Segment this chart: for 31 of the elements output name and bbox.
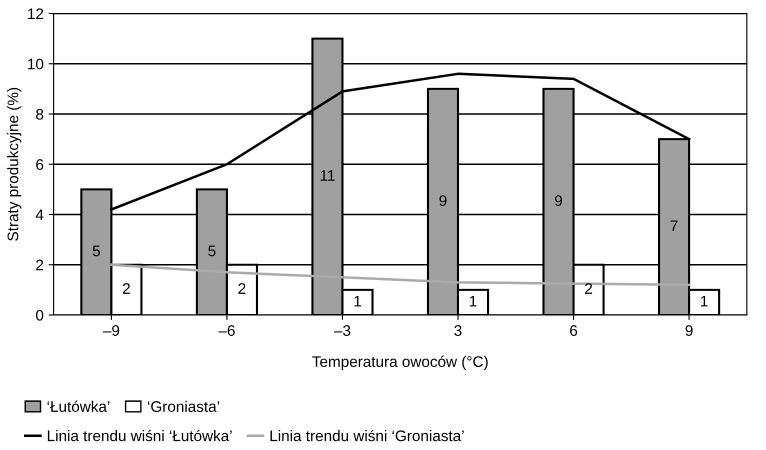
x-axis-title: Temperatura owoców (°C) (312, 356, 488, 370)
x-tick-label: 9 (686, 325, 693, 336)
y-tick-label: 12 (28, 8, 44, 20)
y-tick-label: 4 (36, 210, 44, 220)
y-axis-title: Straty produkcyjne (%) (7, 88, 22, 241)
data-label: 5 (208, 246, 216, 256)
data-label: 1 (701, 296, 708, 306)
data-label: 2 (122, 283, 130, 294)
data-label: 1 (354, 296, 361, 306)
legend-label: Linia trendu wiśni ‘Łutówka’ (48, 430, 232, 442)
data-label: 2 (585, 283, 592, 294)
data-label: 11 (320, 170, 335, 181)
data-label: 9 (439, 195, 447, 206)
legend-label: Linia trendu wiśni ‘Groniasta’ (270, 430, 464, 442)
legend-label: ‘Groniasta’ (148, 400, 220, 412)
x-tick-label: –3 (334, 325, 350, 336)
x-tick-label: –9 (102, 325, 120, 336)
data-label: 5 (92, 246, 100, 256)
y-tick-label: 0 (36, 310, 44, 321)
x-tick-label: –6 (218, 325, 235, 336)
data-label: 7 (670, 220, 678, 232)
x-tick-label: 6 (570, 325, 578, 336)
data-label: 2 (238, 283, 246, 294)
y-tick-label: 2 (36, 260, 44, 270)
y-tick-label: 10 (28, 58, 44, 70)
x-tick-label: 3 (454, 325, 462, 336)
legend-label: ‘Łutówka’ (48, 400, 110, 412)
y-tick-label: 8 (36, 108, 44, 120)
data-label: 9 (554, 195, 562, 206)
y-tick-label: 6 (36, 159, 44, 170)
data-label: 1 (470, 296, 477, 306)
